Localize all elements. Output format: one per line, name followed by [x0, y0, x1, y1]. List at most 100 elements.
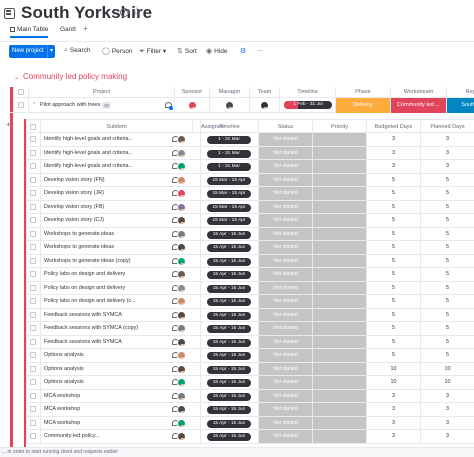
subitem-priority[interactable] [312, 335, 366, 349]
subitem-name-cell[interactable]: MCA workshop [40, 389, 192, 403]
subitem-timeline-cell[interactable]: 15 Mar - 15 Apr [200, 200, 258, 214]
subitem-row[interactable]: MCA workshop 15 Apr - 15 Jun Not started 3 3 [24, 403, 474, 417]
subitem-row[interactable]: Policy labs on design and delivery 15 Apr… [24, 281, 474, 295]
timeline-pill[interactable]: 15 Mar - 15 Apr [207, 176, 251, 185]
project-row[interactable]: ⌃ Pilot approach with trees 30 1 Feb - 3… [10, 98, 474, 113]
subitem-budgeted-days[interactable]: 5 [366, 254, 420, 268]
subitems-select-all-checkbox[interactable] [30, 124, 36, 130]
phase-cell[interactable]: Delivery [335, 98, 390, 113]
timeline-pill[interactable]: 15 Apr - 15 Jun [207, 419, 251, 428]
subitem-select-cell[interactable] [26, 416, 40, 430]
subitem-select-cell[interactable] [26, 295, 40, 309]
subitem-status[interactable]: Not started [258, 133, 312, 147]
subitem-status[interactable]: Not started [258, 295, 312, 309]
subitem-select-cell[interactable] [26, 133, 40, 147]
hide-button[interactable]: ◉ Hide [206, 47, 227, 55]
subitem-select-cell[interactable] [26, 214, 40, 228]
subitem-checkbox[interactable] [30, 433, 36, 439]
subitem-status[interactable]: Not started [258, 430, 312, 444]
avatar[interactable] [225, 101, 234, 110]
subitem-budgeted-days[interactable]: 5 [366, 349, 420, 363]
timeline-pill[interactable]: 15 Apr - 15 Jun [207, 379, 251, 387]
add-item-icon[interactable]: + [6, 120, 11, 129]
subitem-planned-days[interactable]: 5 [420, 200, 474, 214]
subitem-priority[interactable] [312, 389, 366, 403]
subitem-planned-days[interactable]: 3 [420, 146, 474, 160]
star-icon[interactable]: ☆ [132, 6, 142, 18]
row-checkbox[interactable] [18, 102, 24, 108]
timeline-pill[interactable]: 15 Mar - 15 Apr [207, 217, 251, 225]
subitem-checkbox[interactable] [30, 163, 36, 169]
subitem-status[interactable]: Not started [258, 281, 312, 295]
person-filter-button[interactable]: ◯ Person [102, 47, 132, 55]
subitem-checkbox[interactable] [30, 379, 36, 385]
subitem-budgeted-days[interactable]: 5 [366, 281, 420, 295]
subitem-timeline-cell[interactable]: 15 Mar - 15 Apr [200, 214, 258, 228]
subitem-planned-days[interactable]: 3 [420, 403, 474, 417]
timeline-cell[interactable]: 1 Feb - 31 Jul [279, 98, 335, 113]
subitem-budgeted-days[interactable]: 5 [366, 173, 420, 187]
subitem-priority[interactable] [312, 281, 366, 295]
timeline-pill[interactable]: 15 Apr - 15 Jun [207, 284, 251, 293]
subitem-budgeted-days[interactable]: 5 [366, 200, 420, 214]
assignee-avatar[interactable] [177, 202, 186, 212]
subitem-name[interactable]: Workshops to generate ideas [44, 244, 115, 250]
subitem-priority[interactable] [312, 241, 366, 255]
subitem-checkbox[interactable] [30, 149, 36, 156]
row-select-cell[interactable] [13, 98, 28, 113]
subitem-name-cell[interactable]: Feedback sessions with SYMCA [40, 335, 192, 349]
subitem-name-cell[interactable]: Policy labs on design and delivery (c... [40, 295, 192, 309]
subitem-select-cell[interactable] [26, 173, 40, 187]
subitem-name-cell[interactable]: Feedback sessions with SYMCA (copy) [40, 322, 192, 336]
assignee-avatar[interactable] [177, 283, 186, 293]
subitem-name[interactable]: Identify high-level goals and criteria..… [44, 136, 133, 142]
subitem-name-cell[interactable]: Feedback sessions with SYMCA [40, 308, 192, 322]
timeline-pill[interactable]: 15 Apr - 15 Jun [207, 338, 251, 347]
assignee-avatar[interactable] [177, 391, 186, 401]
subitem-name[interactable]: MCA workshop [44, 406, 81, 412]
timeline-pill[interactable]: 15 Apr - 15 Jun [207, 244, 251, 252]
subitem-priority[interactable] [312, 430, 366, 444]
region-cell[interactable]: South York [446, 98, 474, 113]
assignee-avatar[interactable] [177, 256, 186, 266]
subitem-name-cell[interactable]: Workshops to generate ideas [40, 227, 192, 241]
subitem-budgeted-days[interactable]: 3 [366, 430, 420, 444]
subitem-select-cell[interactable] [26, 268, 40, 282]
subitem-checkbox[interactable] [30, 392, 36, 399]
subitem-row[interactable]: Develop vision story (JR) 15 Mar - 15 Apr… [24, 187, 474, 201]
assignee-avatar[interactable] [177, 364, 186, 374]
subitem-select-cell[interactable] [26, 281, 40, 295]
subitem-timeline-cell[interactable]: 15 Apr - 15 Jun [200, 389, 258, 403]
subitem-row[interactable]: Workshops to generate ideas 15 Apr - 15 J… [24, 227, 474, 241]
new-project-chevron[interactable]: ▾ [46, 45, 53, 58]
subitem-select-cell[interactable] [26, 241, 40, 255]
assignee-avatar[interactable] [177, 351, 186, 360]
subitem-checkbox[interactable] [30, 271, 36, 277]
subitem-status[interactable]: Not started [258, 349, 312, 363]
subitem-select-cell[interactable] [26, 389, 40, 403]
subitem-planned-days[interactable]: 5 [420, 281, 474, 295]
subitem-row[interactable]: Develop vision story (FB) 15 Mar - 15 Apr… [24, 200, 474, 214]
timeline-pill[interactable]: 15 Apr - 15 Jun [207, 257, 251, 266]
subitem-row[interactable]: Workshops to generate ideas 15 Apr - 15 J… [24, 241, 474, 255]
subitem-name[interactable]: Feedback sessions with SYMCA [44, 338, 122, 345]
automation-button[interactable]: ⚙ [240, 47, 248, 55]
subitem-name[interactable]: Feedback sessions with SYMCA (copy) [44, 325, 139, 331]
subitem-priority[interactable] [312, 416, 366, 430]
more-button[interactable]: ··· [257, 47, 264, 54]
subitem-status[interactable]: Not started [258, 389, 312, 403]
new-project-button[interactable]: New project ▾ [9, 45, 55, 58]
subitem-status[interactable]: Not started [258, 254, 312, 268]
subitem-checkbox[interactable] [30, 203, 36, 210]
subitem-status[interactable]: Not started [258, 335, 312, 349]
subitem-name[interactable]: Options analysis [44, 379, 84, 385]
subitem-planned-days[interactable]: 5 [420, 268, 474, 282]
subitem-timeline-cell[interactable]: 15 Apr - 15 Jun [200, 268, 258, 282]
timeline-pill[interactable]: 1 - 31 Mar [207, 136, 251, 144]
subitem-name[interactable]: Feedback sessions with SYMCA [44, 311, 122, 318]
timeline-pill[interactable]: 15 Apr - 15 Jun [207, 298, 251, 306]
subitem-row[interactable]: Options analysis 15 Apr - 15 Jun Not start… [24, 376, 474, 390]
subitem-budgeted-days[interactable]: 5 [366, 308, 420, 322]
select-all-cell[interactable] [13, 87, 28, 98]
subitem-status[interactable]: Not started [258, 227, 312, 241]
